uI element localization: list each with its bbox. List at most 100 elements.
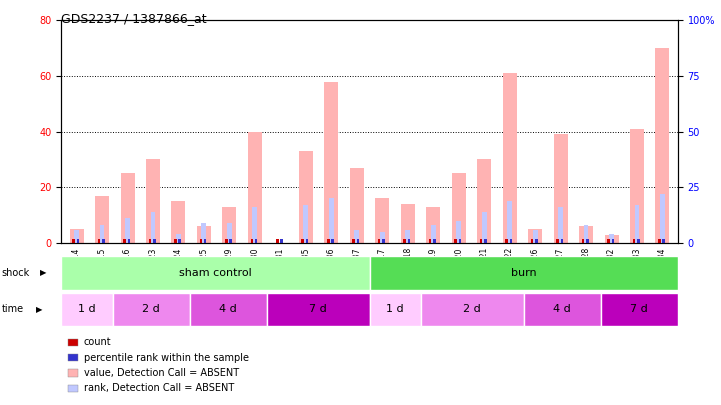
Bar [380, 232, 385, 243]
Bar [304, 205, 309, 243]
Bar [477, 160, 491, 243]
Bar [609, 234, 614, 243]
Bar [503, 73, 517, 243]
Bar [225, 239, 228, 243]
Bar [227, 223, 232, 243]
Bar [197, 226, 211, 243]
Bar [357, 239, 359, 243]
Text: time: time [1, 305, 24, 314]
Bar [528, 229, 542, 243]
Bar [61, 256, 370, 290]
Bar [248, 132, 262, 243]
Bar [301, 239, 304, 243]
Bar [510, 239, 512, 243]
Bar [327, 239, 329, 243]
Bar [429, 239, 431, 243]
Bar [128, 239, 130, 243]
Bar [353, 239, 355, 243]
Bar [451, 173, 466, 243]
Text: percentile rank within the sample: percentile rank within the sample [84, 353, 249, 362]
Bar [459, 239, 461, 243]
Bar [607, 239, 610, 243]
Bar [658, 239, 660, 243]
Bar [255, 239, 257, 243]
Bar [146, 160, 160, 243]
Text: 1 d: 1 d [386, 305, 404, 314]
Bar [252, 207, 257, 243]
Bar [276, 239, 278, 243]
Text: sham control: sham control [179, 268, 252, 278]
Bar [332, 239, 334, 243]
Bar [405, 230, 410, 243]
Bar [190, 293, 267, 326]
Bar [556, 239, 559, 243]
Text: count: count [84, 337, 111, 347]
Bar [298, 151, 313, 243]
Bar [531, 239, 534, 243]
Text: value, Detection Call = ABSENT: value, Detection Call = ABSENT [84, 368, 239, 378]
Bar [632, 239, 635, 243]
Bar [660, 194, 665, 243]
Bar [505, 239, 508, 243]
Bar [535, 239, 538, 243]
Bar [174, 239, 177, 243]
Bar [204, 239, 206, 243]
Bar [637, 239, 640, 243]
Bar [74, 230, 79, 243]
Bar [454, 239, 457, 243]
Text: ▶: ▶ [40, 269, 46, 277]
Bar [601, 293, 678, 326]
Bar [176, 234, 181, 243]
Bar [329, 198, 334, 243]
Bar [382, 239, 385, 243]
Bar [630, 129, 644, 243]
Bar [324, 81, 338, 243]
Bar [98, 239, 100, 243]
Bar [407, 239, 410, 243]
Text: rank, Detection Call = ABSENT: rank, Detection Call = ABSENT [84, 384, 234, 393]
Bar [151, 212, 156, 243]
Bar [375, 198, 389, 243]
Bar [456, 221, 461, 243]
Bar [378, 239, 381, 243]
Text: 7 d: 7 d [309, 305, 327, 314]
Bar [433, 239, 435, 243]
Bar [401, 204, 415, 243]
Bar [306, 239, 309, 243]
Bar [533, 230, 538, 243]
Text: shock: shock [1, 268, 30, 278]
Text: burn: burn [510, 268, 536, 278]
Bar [95, 196, 109, 243]
Bar [76, 239, 79, 243]
Bar [663, 239, 665, 243]
Text: 2 d: 2 d [464, 305, 481, 314]
Bar [112, 293, 190, 326]
Bar [102, 239, 105, 243]
Bar [421, 293, 523, 326]
Bar [123, 239, 125, 243]
Bar [179, 239, 181, 243]
Bar [149, 239, 151, 243]
Bar [61, 293, 112, 326]
Bar [403, 239, 406, 243]
Bar [554, 134, 567, 243]
Bar [350, 168, 364, 243]
Bar [426, 207, 441, 243]
Text: 4 d: 4 d [553, 305, 571, 314]
Text: 2 d: 2 d [142, 305, 160, 314]
Bar [72, 239, 75, 243]
Bar [370, 293, 421, 326]
Bar [655, 48, 670, 243]
Text: 7 d: 7 d [630, 305, 648, 314]
Bar [172, 201, 185, 243]
Bar [579, 226, 593, 243]
Bar [507, 201, 512, 243]
Bar [583, 225, 588, 243]
Bar [558, 207, 563, 243]
Bar [267, 293, 370, 326]
Bar [604, 234, 619, 243]
Bar [153, 239, 156, 243]
Bar [280, 239, 283, 243]
Bar [370, 256, 678, 290]
Bar [586, 239, 588, 243]
